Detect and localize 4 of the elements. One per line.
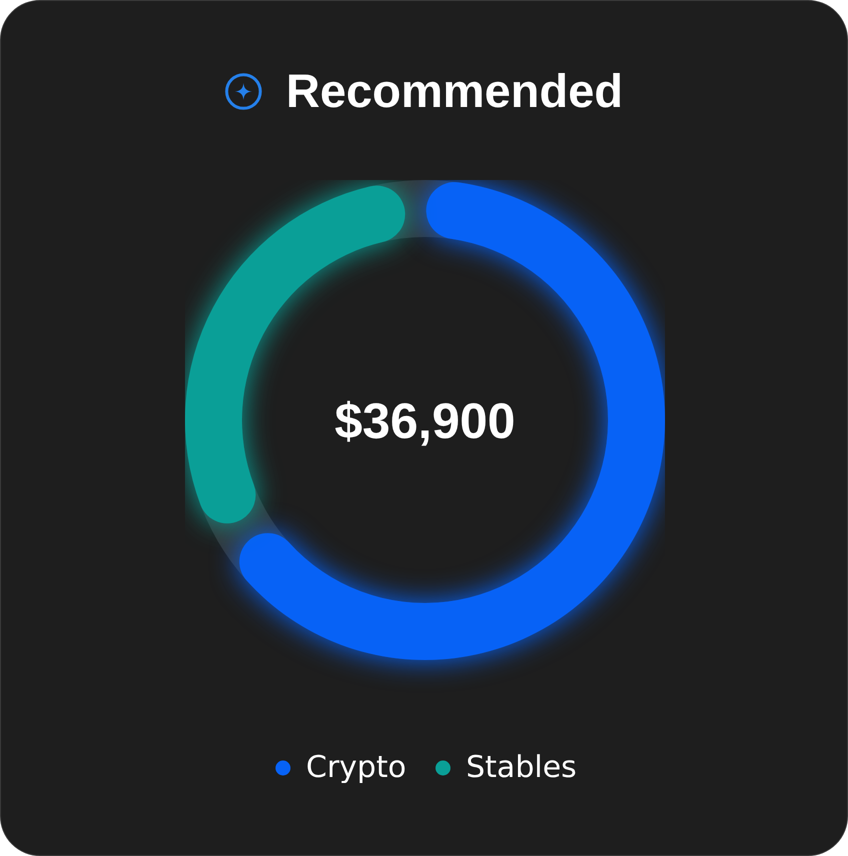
chart-title: Recommended (286, 64, 623, 117)
legend-label: Stables (466, 750, 577, 785)
text: $36,900 (334, 393, 516, 449)
legend-label: Crypto (306, 750, 406, 785)
